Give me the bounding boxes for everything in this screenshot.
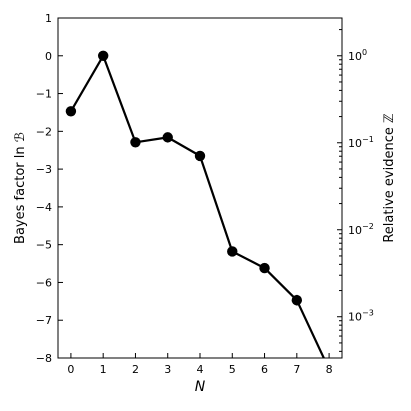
y-tick-label: −2 — [36, 125, 52, 138]
y-tick-label: −7 — [36, 314, 52, 327]
series-layer — [65, 50, 326, 358]
x-tick-label: 7 — [293, 363, 300, 376]
data-point — [162, 132, 173, 143]
x-tick-label: 8 — [326, 363, 333, 376]
y-tick-label: −4 — [36, 201, 52, 214]
y-tick-label: 1 — [45, 12, 52, 25]
x-tick-label: 6 — [261, 363, 268, 376]
y-axis-right-label: Relative evidence ℤ — [382, 113, 397, 243]
right-tick-base: 10 — [348, 224, 362, 237]
right-tick-label: 10−3 — [348, 309, 374, 324]
x-axis-label: N — [195, 379, 206, 395]
right-tick-exponent: −1 — [362, 135, 374, 144]
x-tick-label: 2 — [132, 363, 139, 376]
x-tick-label: 1 — [100, 363, 107, 376]
y-tick-label: −5 — [36, 239, 52, 252]
y-tick-label: 0 — [45, 50, 52, 63]
x-tick-label: 4 — [197, 363, 204, 376]
data-point — [227, 246, 238, 257]
x-tick-label: 5 — [229, 363, 236, 376]
x-tick-label: 0 — [67, 363, 74, 376]
ticks-layer: 0 1 2 3 4 5 6 7 810−1−2−3−4−5−6−7−810010−110−210… — [36, 12, 374, 376]
y-tick-label: −8 — [36, 352, 52, 365]
series-line — [69, 54, 326, 358]
data-point — [65, 106, 77, 117]
data-point — [130, 137, 141, 148]
y-tick-label: −3 — [36, 163, 52, 176]
y-axis-label: Bayes factor ln ℬ — [13, 132, 28, 244]
y-tick-label: −1 — [36, 88, 52, 101]
right-tick-base: 10 — [348, 137, 362, 150]
right-tick-base: 10 — [348, 311, 362, 324]
right-tick-base: 10 — [348, 50, 362, 63]
data-point — [259, 262, 270, 274]
right-tick-exponent: −3 — [362, 309, 374, 318]
x-tick-label: 3 — [164, 363, 171, 376]
right-tick-label: 10−2 — [348, 222, 374, 237]
y-tick-label: −6 — [36, 276, 52, 289]
data-point — [97, 50, 109, 61]
plot-frame — [57, 17, 343, 359]
right-tick-label: 100 — [348, 48, 367, 63]
right-tick-exponent: 0 — [362, 48, 367, 57]
data-point — [194, 150, 206, 162]
data-point — [291, 295, 303, 306]
right-tick-label: 10−1 — [348, 135, 374, 150]
right-tick-exponent: −2 — [362, 222, 374, 231]
